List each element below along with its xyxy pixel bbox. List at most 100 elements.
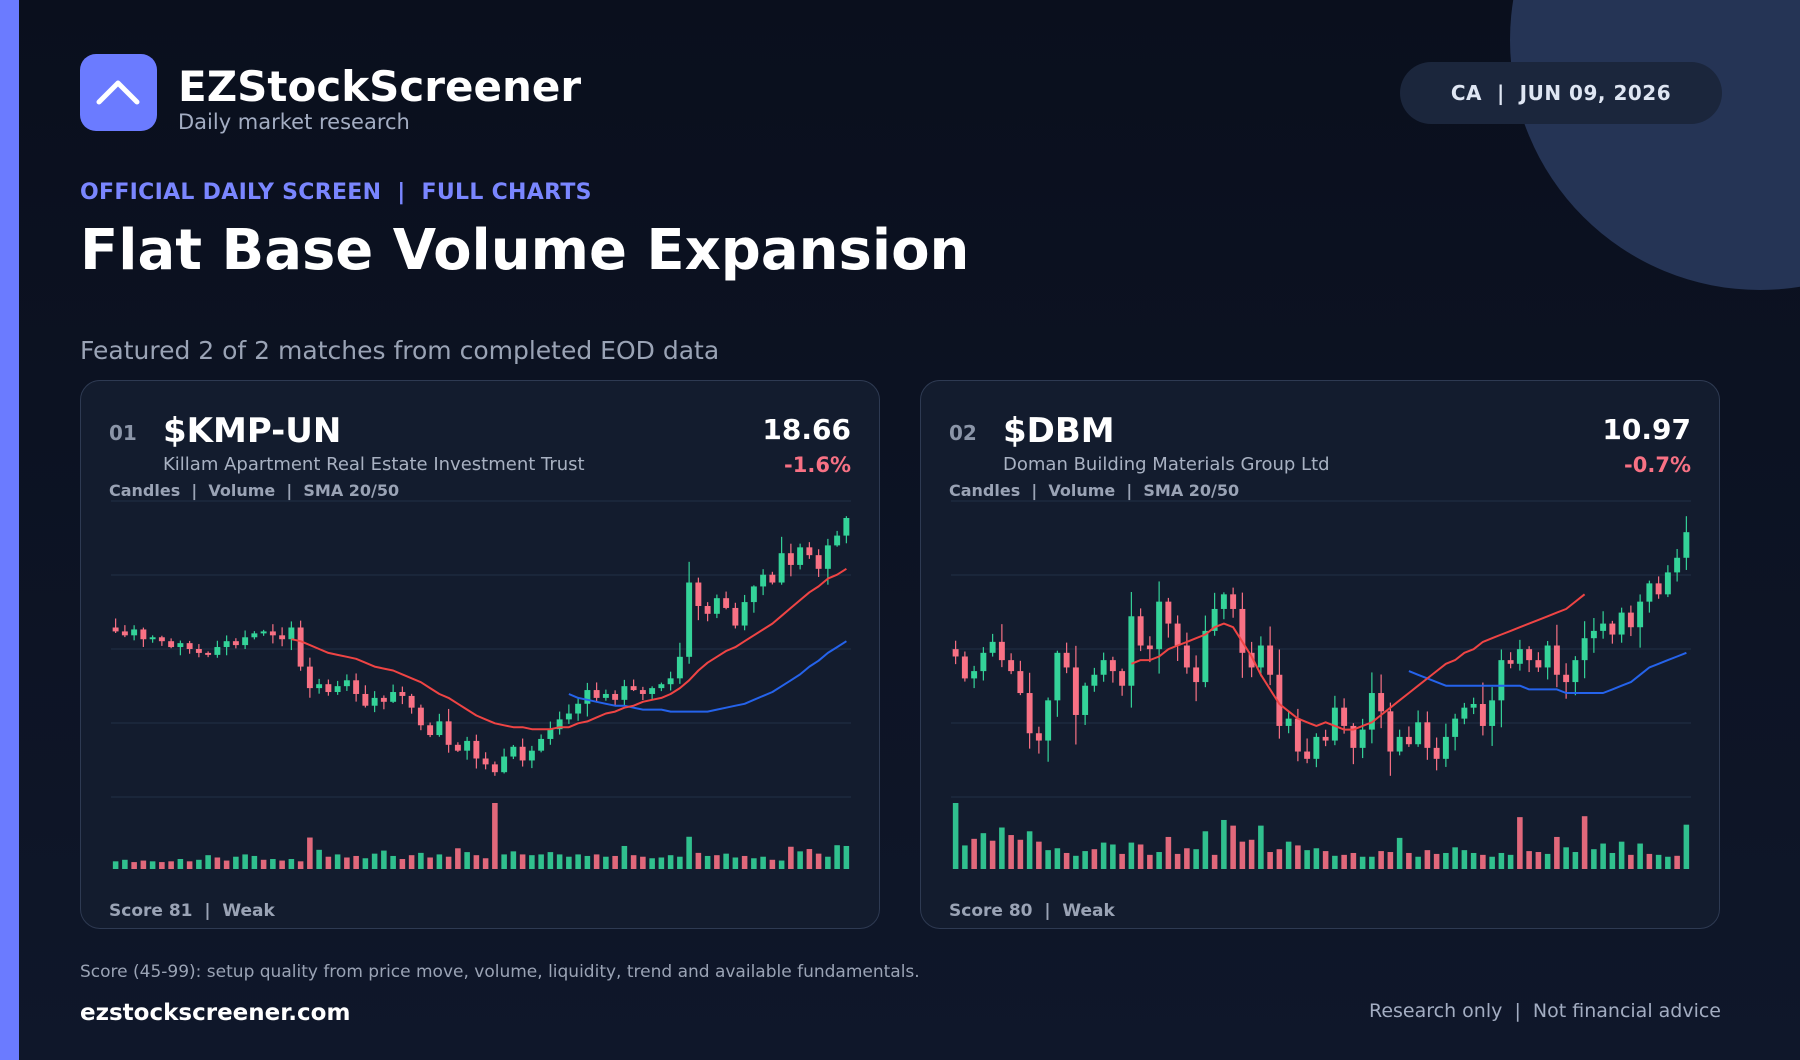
candle-body: [602, 693, 609, 698]
candle-body: [547, 729, 554, 739]
volume-bar: [362, 858, 369, 869]
candle-body: [695, 582, 702, 606]
volume-bar: [1489, 856, 1495, 869]
score-label: Score 80 | Weak: [949, 901, 1115, 921]
volume-bars: [112, 803, 850, 869]
candle-body: [408, 695, 415, 708]
volume-bar: [1332, 855, 1338, 869]
volume-bar: [1165, 836, 1172, 869]
candle-body: [593, 690, 600, 698]
corner-decoration: [1510, 0, 1800, 290]
volume-bar: [529, 855, 535, 869]
volume-bar: [510, 851, 517, 869]
candle-body: [1655, 583, 1662, 595]
candle-body: [1174, 623, 1181, 646]
volume-bar: [1258, 825, 1264, 869]
candle-body: [1137, 616, 1144, 646]
volume-bar: [1322, 851, 1329, 869]
candle-body: [417, 707, 424, 726]
candle-body: [1350, 725, 1357, 748]
candle-body: [205, 652, 212, 655]
volume-bar: [630, 855, 637, 869]
volume-bar: [223, 860, 230, 869]
candle-body: [1563, 674, 1570, 683]
candle-body: [1433, 747, 1440, 759]
date-label: CA | JUN 09, 2026: [1450, 81, 1672, 105]
volume-bar: [325, 856, 332, 869]
candle-body: [1072, 667, 1079, 715]
candle-body: [556, 719, 563, 730]
sma50-line: [568, 640, 847, 713]
volume-bar: [214, 857, 221, 869]
volume-bar: [1054, 848, 1061, 869]
brand-name: EZStockScreener: [178, 62, 582, 111]
volume-bar: [971, 838, 977, 869]
grid-lines: [951, 500, 1691, 798]
candle-body: [1507, 660, 1514, 664]
candle-body: [445, 721, 452, 745]
candle-body: [168, 641, 175, 648]
candle-body: [223, 641, 230, 648]
volume-bar: [603, 856, 609, 869]
stock-card-2[interactable]: 02 $DBM Doman Building Materials Group L…: [920, 380, 1720, 929]
volume-bar: [334, 854, 341, 869]
candle-body: [797, 547, 804, 565]
volume-bar: [1563, 847, 1569, 869]
volume-bar: [1480, 854, 1486, 869]
volume-bar: [714, 855, 720, 869]
volume-bar: [1128, 842, 1135, 869]
candle-body: [1526, 649, 1533, 661]
volume-bar: [1230, 825, 1236, 869]
volume-bar: [1396, 837, 1403, 869]
candle-body: [436, 721, 443, 736]
accent-bar: [0, 0, 19, 1060]
volume-bar: [140, 860, 147, 869]
candle-body: [612, 693, 619, 700]
stock-card-1[interactable]: 01 $KMP-UN Killam Apartment Real Estate …: [80, 380, 880, 929]
volume-bar: [381, 850, 387, 869]
volume-bar: [962, 845, 968, 869]
volume-bar: [307, 837, 313, 869]
candle-body: [1461, 707, 1468, 719]
candle-body: [1637, 601, 1644, 628]
chevron-up-icon: [96, 80, 140, 105]
volume-bar: [1276, 849, 1283, 869]
volume-bar: [196, 859, 202, 869]
volume-bar: [1211, 854, 1218, 869]
candle-body: [843, 518, 850, 536]
ticker-symbol: $KMP-UN: [163, 411, 342, 451]
candle-body: [1220, 594, 1227, 609]
candle-body: [1627, 612, 1634, 628]
candle-body: [1165, 601, 1172, 624]
volume-bar: [112, 861, 119, 869]
volume-bar: [399, 859, 406, 869]
candle-body: [1489, 700, 1496, 726]
volume-bar: [1369, 856, 1375, 869]
price: 10.97: [1602, 413, 1691, 446]
stock-chart-2: [951, 500, 1691, 869]
candle-body: [1646, 583, 1653, 602]
volume-bar: [1443, 852, 1449, 869]
volume-bar: [797, 851, 803, 869]
stock-chart-1: [111, 500, 851, 869]
volume-bar: [1359, 856, 1366, 869]
volume-bar: [242, 854, 248, 869]
chart-legend: Candles | Volume | SMA 20/50: [109, 481, 400, 500]
candle-body: [1193, 667, 1200, 683]
candle-body: [1063, 652, 1070, 668]
volume-bar: [1304, 850, 1310, 869]
volume-bar: [1119, 853, 1125, 869]
volume-bar: [788, 846, 794, 869]
volume-bar: [1248, 839, 1255, 869]
volume-bar: [1110, 844, 1116, 869]
candle-body: [1368, 693, 1375, 730]
candle-body: [1267, 645, 1274, 675]
candle-body: [1183, 645, 1190, 668]
site-link[interactable]: ezstockscreener.com: [80, 1000, 351, 1026]
volume-bar: [1063, 852, 1070, 869]
volume-bar: [566, 856, 572, 869]
volume-bar: [1184, 848, 1190, 869]
volume-bar: [1285, 841, 1292, 869]
volume-bar: [1544, 853, 1551, 869]
candle-body: [491, 764, 498, 773]
